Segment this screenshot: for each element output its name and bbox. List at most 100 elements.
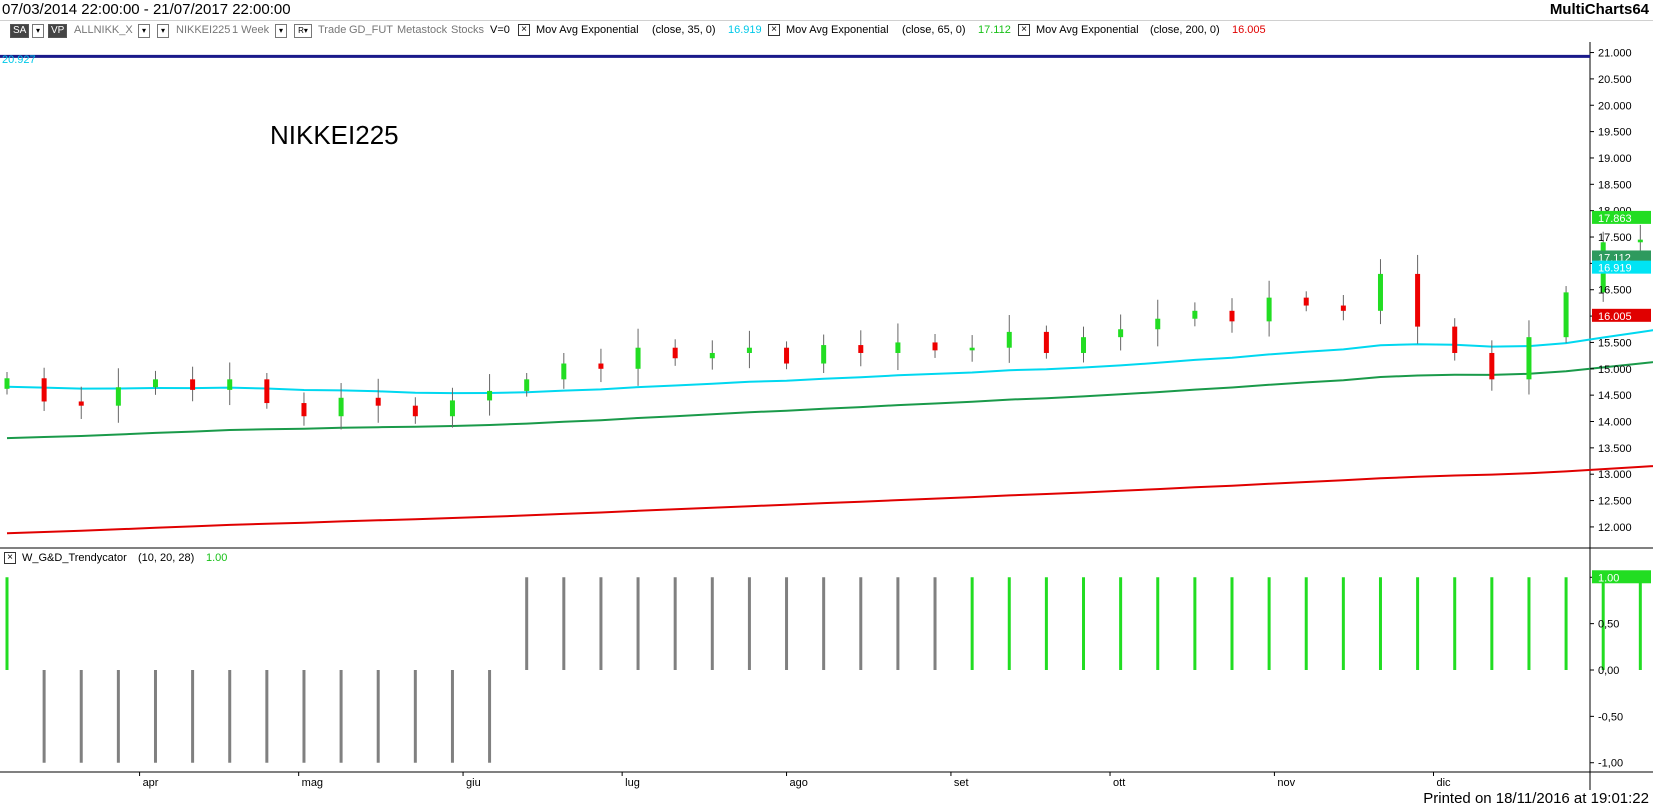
r-label: R [298,26,304,35]
candle-body [1489,352,1495,380]
candle-body [412,405,418,417]
printed-footer: Printed on 18/11/2016 at 19:01:22 [1423,790,1649,807]
candle-body [338,397,344,417]
settings-dropdown-icon[interactable]: ▾ [157,24,169,38]
time-tick-label: apr [143,777,159,789]
price-tag-label: 16.005 [1598,311,1632,323]
time-tick-label: ott [1113,777,1125,789]
ema65-params: (close, 65, 0) [902,24,966,36]
indicator-value-tag [1592,570,1651,584]
candle-body [1229,310,1235,322]
period-dropdown-icon[interactable]: ▾ [275,24,287,38]
candle-body [635,347,641,369]
sa-dropdown-icon[interactable]: ▾ [32,24,44,38]
indicator-params: (10, 20, 28) [138,552,195,564]
candle-body [1006,331,1012,348]
candle-body [561,363,567,380]
indicator-tick-label: 0,00 [1598,665,1619,677]
price-tick-label: 17.500 [1598,232,1632,244]
candle-body [449,400,455,417]
app-name: MultiCharts64 [1549,1,1649,18]
candle-body [969,347,975,351]
candle-body [152,379,158,388]
indicator-value: 1.00 [206,552,228,564]
vp-button[interactable]: VP [48,24,68,38]
price-tick-label: 14.500 [1598,390,1632,402]
hline-label: 20.927 [2,54,36,66]
candle-body [1155,318,1161,330]
candle-body [1303,297,1309,306]
time-tick-label: giu [466,777,481,789]
price-tick-label: 13.500 [1598,443,1632,455]
ema-line-65 [6,361,1653,440]
indicator-value-tag-label: 1.00 [1598,572,1619,584]
candle-body [115,387,121,406]
time-tick-label: nov [1277,777,1295,789]
candle-body [190,379,196,390]
indicator-tick-label: -0,50 [1598,711,1623,723]
candle-body [598,363,604,369]
ema-lines [6,329,1653,535]
chart-toolbar: SA ▾ VP ALLNIKK_X ▾ ▾ NIKKEI225 1 Week ▾… [0,22,1590,40]
price-tag [1592,250,1651,264]
r-button[interactable]: R▾ [294,24,312,38]
candle-body [264,379,270,404]
candle-body [1637,239,1643,243]
source-label: GD_FUT [349,24,393,36]
volume-label: V=0 [490,24,510,36]
date-range: 07/03/2014 22:00:00 - 21/07/2017 22:00:0… [2,1,291,18]
indicator-name: W_G&D_Trendycator [22,552,127,564]
candle-body [746,347,752,353]
candle-body [487,390,493,401]
time-tick-label: mag [302,777,323,789]
chart-title: NIKKEI225 [270,120,399,150]
trade-label: Trade [318,24,347,36]
ema200-value: 16.005 [1232,24,1266,36]
price-tag-label: 16.919 [1598,263,1632,275]
price-tick-label: 18.500 [1598,179,1632,191]
candle-body [821,345,827,364]
candle-body [784,347,790,364]
candle-body [78,401,84,406]
price-tag-label: 17.863 [1598,213,1632,225]
candle-body [1081,337,1087,353]
price-tag [1592,308,1651,322]
close-icon[interactable]: × [768,24,780,36]
ema200-params: (close, 200, 0) [1150,24,1220,36]
candle-body [1118,329,1124,338]
sa-button[interactable]: SA [10,24,30,38]
candle-body [1043,331,1049,353]
candle-body [1415,273,1421,327]
ema35-value: 16.919 [728,24,762,36]
candle-body [41,378,47,402]
candle-body [524,379,530,391]
candle-body [1266,297,1272,322]
price-tick-label: 20.500 [1598,74,1632,86]
close-icon[interactable]: × [1018,24,1030,36]
title-bar: 07/03/2014 22:00:00 - 21/07/2017 22:00:0… [0,0,1653,21]
candle-body [1192,310,1198,319]
price-tick-label: 14.000 [1598,417,1632,429]
ema200-name: Mov Avg Exponential [1036,24,1139,36]
symbol-dropdown-icon[interactable]: ▾ [138,24,150,38]
ema65-name: Mov Avg Exponential [786,24,889,36]
candle-body [1526,337,1532,380]
close-icon[interactable]: × [4,552,16,564]
price-tick-label: 15.500 [1598,337,1632,349]
price-tag [1592,260,1651,274]
ema35-params: (close, 35, 0) [652,24,716,36]
ema-line-35 [6,329,1653,395]
time-tick-label: dic [1437,777,1452,789]
candle-body [1452,326,1458,353]
indicator-tick-label: -1,00 [1598,758,1623,770]
feed-label: Metastock [397,24,448,36]
candle-body [932,342,938,351]
close-icon[interactable]: × [518,24,530,36]
ema35-name: Mov Avg Exponential [536,24,639,36]
price-tag [1592,210,1651,224]
price-tick-label: 15.000 [1598,364,1632,376]
candle-body [375,397,381,406]
candle-body [1563,292,1569,338]
price-tick-label: 12.500 [1598,496,1632,508]
candle-body [858,345,864,353]
